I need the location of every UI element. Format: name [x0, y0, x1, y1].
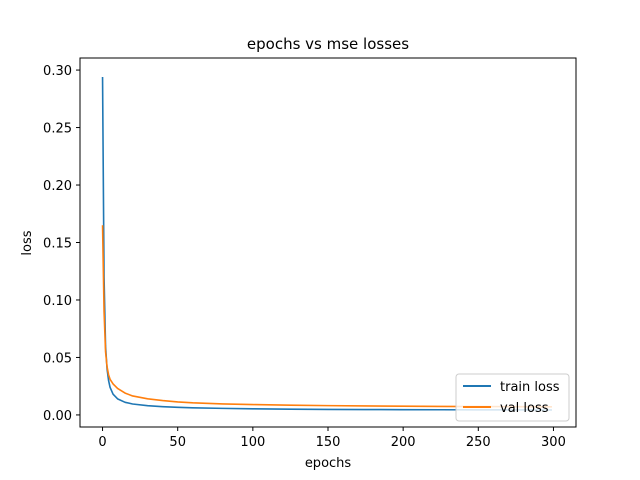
y-axis-label: loss	[20, 230, 35, 255]
ticks-layer: 0 50 100 150 200 250 300 0.00 0.05 0.10 0.15 0.20 0.…	[43, 64, 566, 450]
x-axis-label: epochs	[305, 456, 352, 471]
y-tick-label: 0.00	[43, 409, 72, 424]
x-tick-label: 50	[169, 435, 186, 450]
series-line-train-loss	[101, 76, 552, 411]
y-tick-label: 0.25	[43, 122, 72, 137]
y-tick-label: 0.15	[43, 237, 72, 252]
y-tick-label: 0.30	[43, 64, 72, 79]
legend-label-val-loss: val loss	[500, 401, 549, 416]
series-line-val-loss	[101, 225, 552, 408]
x-tick-label: 0	[98, 435, 106, 450]
x-tick-label: 150	[316, 435, 341, 450]
legend: train loss val loss	[455, 373, 570, 422]
x-tick-label: 250	[466, 435, 491, 450]
y-tick-label: 0.05	[43, 351, 72, 366]
plot-frame	[79, 57, 577, 428]
y-tick-label: 0.10	[43, 294, 72, 309]
y-tick-label: 0.20	[43, 179, 72, 194]
x-tick-label: 200	[391, 435, 416, 450]
chart-title: epochs vs mse losses	[247, 35, 409, 53]
x-tick-label: 100	[240, 435, 265, 450]
x-tick-label: 300	[541, 435, 566, 450]
legend-label-train-loss: train loss	[500, 380, 560, 395]
series-layer	[101, 76, 552, 411]
